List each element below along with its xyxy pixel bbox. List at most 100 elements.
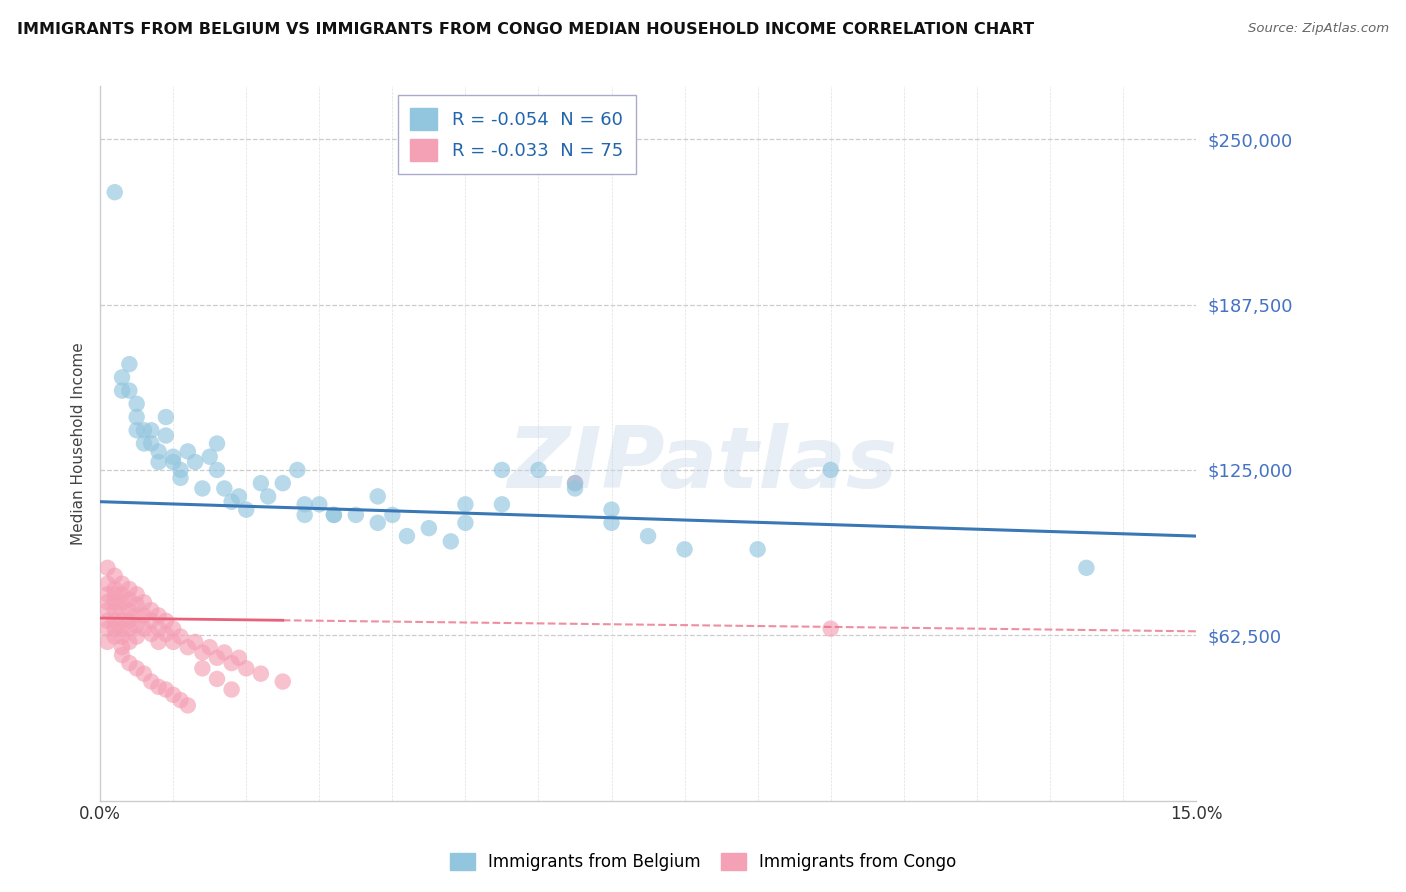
Point <box>141 674 163 689</box>
Point <box>125 608 148 623</box>
Point <box>177 640 200 655</box>
Point <box>96 622 118 636</box>
Point <box>271 476 294 491</box>
Point <box>205 463 228 477</box>
Point <box>96 614 118 628</box>
Point <box>191 661 214 675</box>
Point <box>169 693 191 707</box>
Point <box>191 645 214 659</box>
Point <box>221 494 243 508</box>
Point <box>600 516 623 530</box>
Point <box>111 576 134 591</box>
Point <box>125 630 148 644</box>
Point <box>162 450 184 464</box>
Point <box>111 630 134 644</box>
Point <box>104 595 127 609</box>
Point <box>198 640 221 655</box>
Point <box>214 645 236 659</box>
Point <box>271 674 294 689</box>
Point <box>162 455 184 469</box>
Point <box>132 608 155 623</box>
Point <box>221 682 243 697</box>
Point <box>125 410 148 425</box>
Point <box>205 436 228 450</box>
Point <box>155 682 177 697</box>
Point <box>125 661 148 675</box>
Text: IMMIGRANTS FROM BELGIUM VS IMMIGRANTS FROM CONGO MEDIAN HOUSEHOLD INCOME CORRELA: IMMIGRANTS FROM BELGIUM VS IMMIGRANTS FR… <box>17 22 1033 37</box>
Point <box>118 614 141 628</box>
Point <box>308 497 330 511</box>
Point <box>96 635 118 649</box>
Point <box>111 587 134 601</box>
Point <box>118 582 141 596</box>
Point <box>104 587 127 601</box>
Point <box>96 576 118 591</box>
Point <box>141 614 163 628</box>
Point <box>564 476 586 491</box>
Point <box>132 436 155 450</box>
Point <box>118 592 141 607</box>
Point <box>169 463 191 477</box>
Point <box>96 561 118 575</box>
Point <box>104 630 127 644</box>
Point <box>118 357 141 371</box>
Point <box>125 619 148 633</box>
Point <box>155 614 177 628</box>
Point <box>564 482 586 496</box>
Point <box>235 661 257 675</box>
Point <box>96 603 118 617</box>
Point <box>148 635 170 649</box>
Point <box>111 384 134 398</box>
Point <box>141 603 163 617</box>
Point <box>177 698 200 713</box>
Point <box>322 508 344 522</box>
Point <box>294 497 316 511</box>
Legend: R = -0.054  N = 60, R = -0.033  N = 75: R = -0.054 N = 60, R = -0.033 N = 75 <box>398 95 636 174</box>
Point <box>104 568 127 582</box>
Point <box>527 463 550 477</box>
Point <box>820 463 842 477</box>
Point <box>132 423 155 437</box>
Point <box>600 502 623 516</box>
Point <box>228 489 250 503</box>
Point <box>155 410 177 425</box>
Point <box>141 627 163 641</box>
Point <box>141 436 163 450</box>
Point <box>148 680 170 694</box>
Text: ZIPatlas: ZIPatlas <box>508 424 898 507</box>
Point <box>205 672 228 686</box>
Point <box>491 463 513 477</box>
Point <box>381 508 404 522</box>
Point <box>104 582 127 596</box>
Point <box>111 640 134 655</box>
Point <box>118 622 141 636</box>
Point <box>294 508 316 522</box>
Point <box>395 529 418 543</box>
Point <box>673 542 696 557</box>
Point <box>454 516 477 530</box>
Point <box>191 482 214 496</box>
Point <box>148 608 170 623</box>
Point <box>118 603 141 617</box>
Point <box>820 622 842 636</box>
Point <box>162 622 184 636</box>
Point <box>104 622 127 636</box>
Point <box>132 666 155 681</box>
Point <box>287 463 309 477</box>
Point <box>141 423 163 437</box>
Point <box>177 444 200 458</box>
Point <box>214 482 236 496</box>
Point <box>169 471 191 485</box>
Point <box>322 508 344 522</box>
Point <box>169 630 191 644</box>
Point <box>125 397 148 411</box>
Point <box>96 587 118 601</box>
Point <box>235 502 257 516</box>
Point <box>184 455 207 469</box>
Point <box>418 521 440 535</box>
Point <box>221 656 243 670</box>
Point <box>111 603 134 617</box>
Point <box>250 476 273 491</box>
Point <box>564 476 586 491</box>
Text: Source: ZipAtlas.com: Source: ZipAtlas.com <box>1249 22 1389 36</box>
